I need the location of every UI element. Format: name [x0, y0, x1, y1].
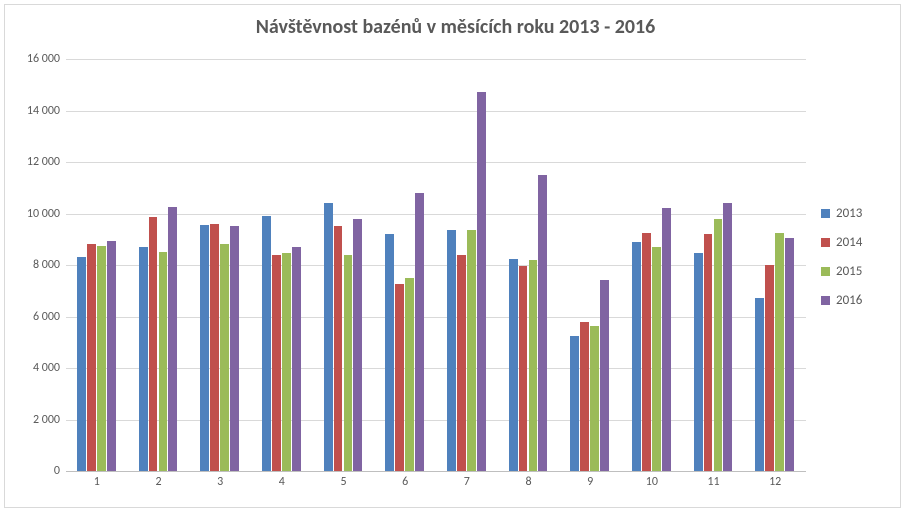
bar-2015-m5 [344, 255, 353, 471]
bar-2014-m10 [642, 233, 651, 471]
bar-2013-m6 [385, 234, 394, 471]
bar-2015-m8 [529, 260, 538, 471]
bar-2014-m6 [395, 284, 404, 471]
bar-2016-m10 [662, 208, 671, 471]
bar-2016-m6 [415, 193, 424, 471]
y-tick-label: 10 000 [27, 207, 60, 221]
x-tick-label: 10 [646, 475, 658, 489]
legend: 2013 2014 2015 2016 [821, 206, 862, 322]
bar-2016-m5 [353, 219, 362, 471]
bar-2015-m2 [159, 252, 168, 471]
bar-2014-m8 [519, 266, 528, 471]
bar-2013-m1 [77, 257, 86, 471]
bar-2014-m11 [704, 234, 713, 471]
legend-swatch-icon [821, 267, 830, 276]
y-tick-label: 6 000 [33, 310, 60, 324]
legend-label: 2013 [836, 206, 862, 221]
bar-2015-m10 [652, 247, 661, 471]
y-tick-label: 8 000 [33, 258, 60, 272]
legend-item-2013: 2013 [821, 206, 862, 221]
x-tick-label: 1 [94, 475, 100, 489]
y-tick-label: 0 [54, 464, 60, 478]
x-tick-label: 8 [525, 475, 531, 489]
bar-2016-m11 [723, 203, 732, 471]
bar-2015-m9 [590, 326, 599, 471]
y-tick-label: 4 000 [33, 361, 60, 375]
legend-item-2016: 2016 [821, 293, 862, 308]
bar-2016-m7 [477, 92, 486, 471]
legend-swatch-icon [821, 296, 830, 305]
bar-2013-m5 [324, 203, 333, 471]
bar-2014-m2 [149, 217, 158, 471]
x-tick-label: 12 [769, 475, 781, 489]
y-tick-label: 16 000 [27, 52, 60, 66]
x-tick-label: 7 [464, 475, 470, 489]
gridline [66, 111, 806, 112]
legend-item-2014: 2014 [821, 235, 862, 250]
bar-2013-m11 [694, 253, 703, 471]
bar-2015-m6 [405, 278, 414, 471]
bar-2013-m7 [447, 230, 456, 471]
bar-2013-m8 [509, 259, 518, 471]
plot-area: 02 0004 0006 0008 00010 00012 00014 0001… [66, 59, 806, 471]
bar-2015-m4 [282, 253, 291, 471]
x-tick-label: 6 [402, 475, 408, 489]
bar-2016-m3 [230, 226, 239, 471]
bar-2016-m8 [538, 175, 547, 471]
bar-2016-m12 [785, 238, 794, 471]
bar-2014-m3 [210, 224, 219, 471]
axis-baseline [66, 471, 806, 472]
y-tick-label: 2 000 [33, 413, 60, 427]
gridline [66, 59, 806, 60]
bar-2015-m1 [97, 246, 106, 471]
bar-2014-m9 [580, 322, 589, 471]
bar-2016-m4 [292, 247, 301, 471]
gridline [66, 162, 806, 163]
legend-swatch-icon [821, 238, 830, 247]
bar-2013-m9 [570, 336, 579, 471]
x-tick-label: 5 [340, 475, 346, 489]
y-tick-label: 12 000 [27, 155, 60, 169]
bar-2014-m1 [87, 244, 96, 471]
chart-title: Návštěvnost bazénů v měsících roku 2013 … [1, 15, 909, 39]
bar-2013-m3 [200, 225, 209, 471]
bar-2016-m9 [600, 280, 609, 471]
bar-2014-m12 [765, 265, 774, 471]
bar-2016-m1 [107, 241, 116, 471]
chart-container: Návštěvnost bazénů v měsících roku 2013 … [0, 0, 905, 512]
bar-2015-m12 [775, 233, 784, 471]
x-tick-label: 9 [587, 475, 593, 489]
bar-2014-m5 [334, 226, 343, 471]
bar-2013-m12 [755, 298, 764, 471]
bar-2015-m11 [714, 219, 723, 471]
bar-2013-m2 [139, 247, 148, 471]
bar-2013-m4 [262, 216, 271, 471]
bar-2015-m3 [220, 244, 229, 471]
bar-2014-m7 [457, 255, 466, 471]
bar-2016-m2 [168, 207, 177, 471]
bar-2014-m4 [272, 255, 281, 471]
legend-item-2015: 2015 [821, 264, 862, 279]
bar-2013-m10 [632, 242, 641, 471]
x-tick-label: 11 [707, 475, 719, 489]
legend-label: 2015 [836, 264, 862, 279]
y-tick-label: 14 000 [27, 104, 60, 118]
bar-2015-m7 [467, 230, 476, 471]
x-tick-label: 4 [279, 475, 285, 489]
x-tick-label: 2 [155, 475, 161, 489]
legend-label: 2016 [836, 293, 862, 308]
x-tick-label: 3 [217, 475, 223, 489]
legend-label: 2014 [836, 235, 862, 250]
legend-swatch-icon [821, 209, 830, 218]
